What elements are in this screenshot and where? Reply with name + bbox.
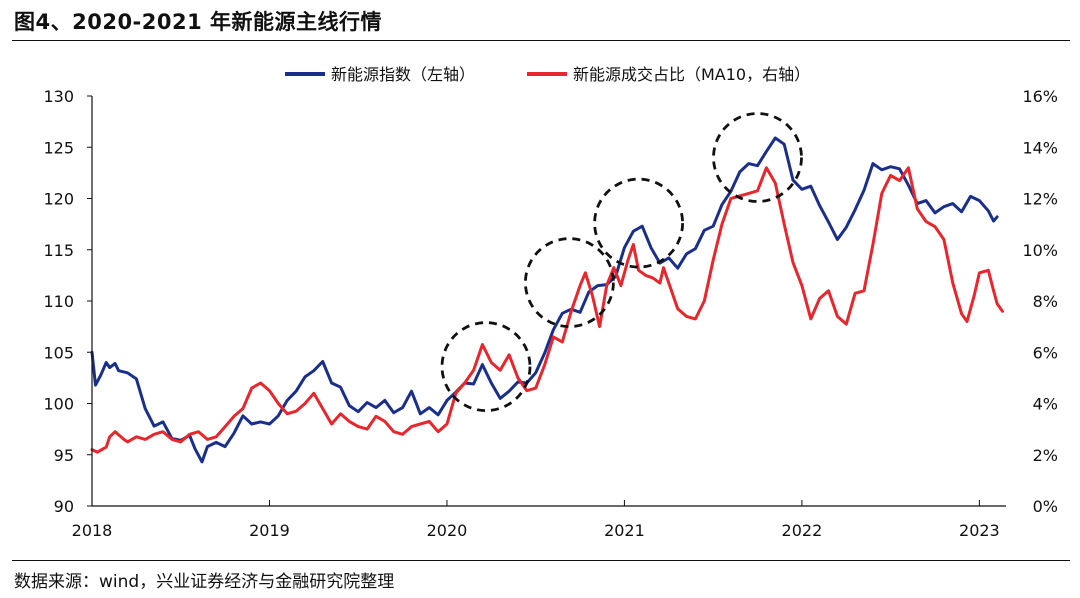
- right-axis-ticks: 0% 2% 4% 6% 8% 10% 12% 14% 16%: [1022, 87, 1058, 516]
- right-tick-label: 14%: [1022, 138, 1058, 157]
- series-line-index: [90, 136, 999, 464]
- highlight-circle: [524, 237, 615, 329]
- legend: 新能源指数（左轴） 新能源成交占比（MA10，右轴）: [285, 65, 810, 84]
- right-tick-label: 2%: [1033, 446, 1058, 465]
- x-tick-label: 2018: [72, 521, 113, 540]
- x-tick-label: 2019: [249, 521, 290, 540]
- series-line-turnover: [90, 166, 1004, 454]
- right-tick-label: 8%: [1033, 292, 1058, 311]
- series-layer: [90, 136, 1004, 464]
- right-tick-label: 0%: [1033, 497, 1058, 516]
- left-tick-label: 120: [43, 190, 74, 209]
- right-tick-label: 4%: [1033, 395, 1058, 414]
- chart-canvas: 90 95 100 105 110 115 120 125 130 0% 2% 4% 6% 8% 10% 1…: [43, 65, 1058, 540]
- left-tick-label: 130: [43, 87, 74, 106]
- x-axis-ticks: 2018 2019 2020 2021 2022 2023: [72, 500, 1000, 540]
- legend-label-turnover: 新能源成交占比（MA10，右轴）: [573, 65, 810, 84]
- x-tick-label: 2022: [782, 521, 823, 540]
- bottom-rule: [12, 560, 1070, 561]
- left-tick-label: 100: [43, 395, 74, 414]
- right-tick-label: 10%: [1022, 241, 1058, 260]
- x-tick-label: 2020: [427, 521, 468, 540]
- left-tick-label: 95: [54, 446, 74, 465]
- legend-label-index: 新能源指数（左轴）: [331, 65, 475, 84]
- x-tick-label: 2021: [604, 521, 645, 540]
- left-tick-label: 90: [54, 497, 74, 516]
- highlight-circle: [440, 321, 532, 413]
- right-tick-label: 6%: [1033, 343, 1058, 362]
- left-tick-label: 125: [43, 138, 74, 157]
- right-tick-label: 16%: [1022, 87, 1058, 106]
- x-tick-label: 2023: [959, 521, 1000, 540]
- highlight-circle: [593, 177, 684, 269]
- right-tick-label: 12%: [1022, 190, 1058, 209]
- highlight-circle: [712, 112, 803, 203]
- left-tick-label: 115: [43, 241, 74, 260]
- left-tick-label: 105: [43, 343, 74, 362]
- figure-title: 图4、2020-2021 年新能源主线行情: [14, 10, 383, 34]
- left-tick-label: 110: [43, 292, 74, 311]
- top-rule: [12, 40, 1070, 41]
- left-axis-ticks: 90 95 100 105 110 115 120 125 130: [43, 87, 92, 516]
- highlight-circles: [440, 112, 803, 413]
- source-note: 数据来源：wind，兴业证券经济与金融研究院整理: [14, 572, 395, 592]
